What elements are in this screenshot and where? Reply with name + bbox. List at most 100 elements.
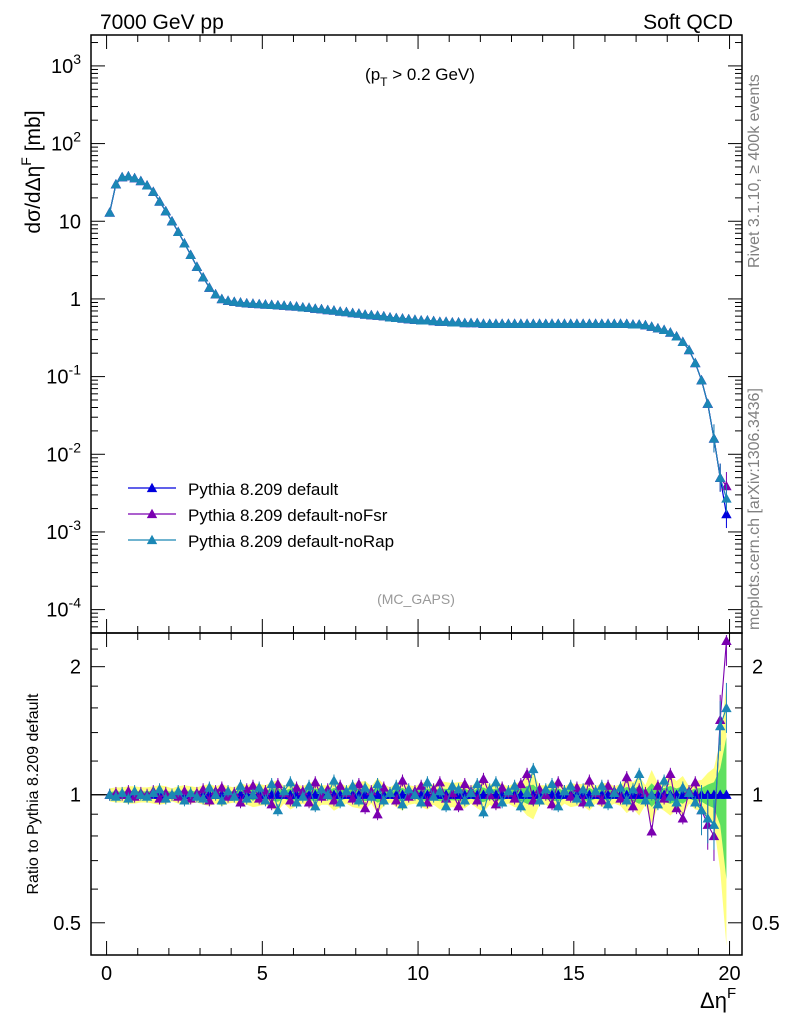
data-point xyxy=(553,800,564,811)
x-axis-label: ΔηF xyxy=(700,985,736,1013)
y-tick-label: 10-1 xyxy=(46,362,81,389)
data-point xyxy=(191,791,203,801)
data-point xyxy=(179,795,190,805)
data-point xyxy=(210,789,221,799)
x-tick-label: 20 xyxy=(718,963,740,985)
data-point xyxy=(546,778,558,789)
data-point xyxy=(216,795,228,805)
data-point xyxy=(297,791,309,801)
data-point xyxy=(247,780,259,790)
data-point xyxy=(341,306,352,317)
data-point xyxy=(353,308,365,318)
data-point xyxy=(166,789,178,799)
ratio-y-tick-label-right: 0.5 xyxy=(752,913,780,935)
data-point xyxy=(353,778,365,789)
data-point xyxy=(334,780,346,790)
data-point xyxy=(415,780,427,790)
data-point xyxy=(696,804,707,815)
data-point xyxy=(652,780,664,790)
data-point xyxy=(609,787,620,798)
data-point xyxy=(310,800,321,811)
data-point xyxy=(721,508,732,519)
data-point xyxy=(596,780,608,790)
data-point xyxy=(235,780,246,790)
data-point xyxy=(154,196,165,206)
data-point xyxy=(665,768,676,778)
data-point xyxy=(422,777,433,787)
data-point xyxy=(110,178,122,189)
data-point xyxy=(646,826,657,836)
data-point xyxy=(490,777,502,787)
x-tick-label: 10 xyxy=(407,963,429,985)
y-axis-label: dσ/dΔηF [mb] xyxy=(18,110,45,233)
data-point xyxy=(627,784,639,794)
data-point xyxy=(104,207,115,217)
data-point xyxy=(378,310,389,321)
data-point xyxy=(235,297,246,307)
data-point xyxy=(540,784,551,794)
y-tick-label: 103 xyxy=(51,51,81,78)
ratio-uncertainty-bands xyxy=(109,684,727,947)
data-point xyxy=(696,374,707,385)
data-point xyxy=(509,780,520,790)
data-point xyxy=(528,763,539,774)
data-point xyxy=(721,789,732,799)
y-tick-label: 1 xyxy=(70,289,81,311)
data-point xyxy=(546,799,558,809)
data-point xyxy=(359,802,371,813)
legend-entry-noFsr: Pythia 8.209 default-noFsr xyxy=(128,506,388,525)
data-point xyxy=(615,793,626,803)
data-point xyxy=(146,508,158,519)
data-point xyxy=(453,800,464,811)
data-point xyxy=(553,777,564,787)
data-point xyxy=(141,180,153,190)
data-point xyxy=(621,318,632,328)
data-point xyxy=(621,795,632,805)
data-point xyxy=(521,768,533,778)
ratio-y-tick-label: 1 xyxy=(70,785,81,807)
pt-cut-label: (pT > 0.2 GeV) xyxy=(365,65,475,89)
data-point xyxy=(366,309,377,320)
data-point xyxy=(665,327,676,337)
data-point xyxy=(197,272,209,282)
source-citation-label: mcplots.cern.ch [arXiv:1306.3436] xyxy=(746,388,763,630)
data-point xyxy=(384,312,396,322)
ratio-y-tick-label: 0.5 xyxy=(53,913,81,935)
data-point xyxy=(222,295,234,305)
data-point xyxy=(677,782,689,792)
data-point xyxy=(291,782,302,792)
data-point xyxy=(160,793,171,803)
data-point xyxy=(440,316,452,326)
ratio-y-tick-label-right: 2 xyxy=(752,657,763,679)
data-point xyxy=(341,785,352,796)
data-point xyxy=(721,493,732,503)
data-point xyxy=(440,800,452,811)
data-point xyxy=(690,797,701,807)
data-point xyxy=(714,720,726,731)
data-point xyxy=(148,787,159,798)
data-point xyxy=(141,791,153,801)
data-point xyxy=(104,789,115,799)
data-point xyxy=(216,782,228,792)
data-point xyxy=(453,784,464,794)
data-point xyxy=(154,784,165,794)
data-point xyxy=(334,306,346,316)
data-point xyxy=(254,793,265,803)
y-tick-label: 10 xyxy=(59,211,81,233)
legend-label: Pythia 8.209 default xyxy=(188,480,339,499)
data-point xyxy=(334,797,346,807)
data-point xyxy=(671,797,682,807)
data-point xyxy=(210,289,221,299)
data-point xyxy=(652,799,664,809)
data-point xyxy=(472,778,483,789)
data-point xyxy=(503,785,514,796)
data-point xyxy=(397,313,408,323)
data-point xyxy=(447,780,458,790)
rivet-version-label: Rivet 3.1.10, ≥ 400k events xyxy=(746,74,763,268)
data-point xyxy=(584,775,595,785)
data-point xyxy=(434,777,446,787)
data-point xyxy=(690,777,701,787)
ratio-y-axis-label: Ratio to Pythia 8.209 default xyxy=(25,693,42,895)
y-tick-label: 10-3 xyxy=(46,517,81,544)
data-point xyxy=(403,784,414,794)
